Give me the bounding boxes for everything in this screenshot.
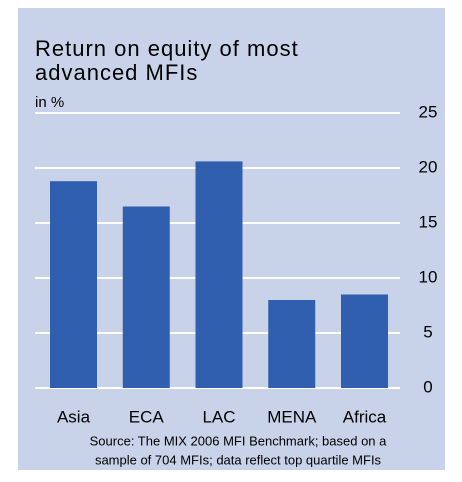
y-axis-label: in %: [35, 94, 64, 111]
bar: [50, 181, 97, 388]
y-tick-label: 5: [423, 322, 432, 341]
x-tick-label: ECA: [129, 407, 165, 426]
x-tick-label: MENA: [267, 407, 317, 426]
bar: [341, 294, 388, 388]
y-tick-label: 20: [419, 157, 438, 176]
y-tick-label: 10: [419, 267, 438, 286]
y-tick-label: 0: [423, 377, 432, 396]
y-tick-label: 25: [419, 102, 438, 121]
chart-title: advanced MFIs: [35, 60, 198, 85]
source-note: Source: The MIX 2006 MFI Benchmark; base…: [90, 433, 388, 448]
bar: [195, 161, 243, 388]
chart-title: Return on equity of most: [35, 36, 299, 61]
x-tick-label: Africa: [343, 407, 387, 426]
x-tick-label: Asia: [57, 407, 91, 426]
y-tick-label: 15: [419, 212, 438, 231]
x-tick-label: LAC: [202, 407, 235, 426]
source-note: sample of 704 MFIs; data reflect top qua…: [95, 452, 382, 467]
bar: [268, 300, 316, 388]
bar: [122, 206, 170, 388]
